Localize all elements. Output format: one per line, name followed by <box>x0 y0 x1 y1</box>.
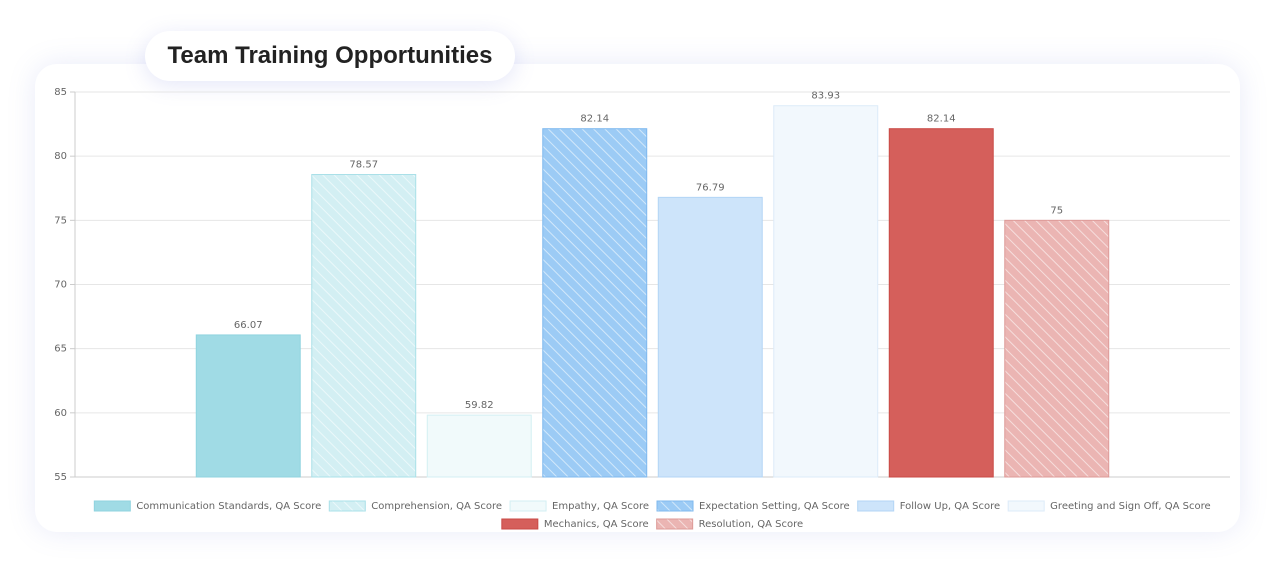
legend-swatch <box>509 500 547 512</box>
value-label: 66.07 <box>234 320 263 331</box>
legend-swatch <box>93 500 131 512</box>
bar <box>542 128 648 478</box>
legend-label: Greeting and Sign Off, QA Score <box>1050 501 1211 512</box>
bar <box>311 174 417 478</box>
legend-item: Empathy, QA Score <box>509 500 649 512</box>
y-tick-label: 55 <box>54 472 67 483</box>
bar <box>773 105 879 478</box>
y-tick-label: 85 <box>54 87 67 98</box>
legend-swatch <box>857 500 895 512</box>
bar <box>195 334 301 478</box>
legend-swatch <box>1007 500 1045 512</box>
legend-item: Resolution, QA Score <box>656 518 804 530</box>
value-label: 82.14 <box>580 114 609 125</box>
y-tick-label: 65 <box>54 344 67 355</box>
bar <box>888 128 994 478</box>
value-label: 76.79 <box>696 182 725 193</box>
bar <box>1004 219 1110 478</box>
legend-swatch <box>656 518 694 530</box>
legend-item: Greeting and Sign Off, QA Score <box>1007 500 1211 512</box>
legend-label: Expectation Setting, QA Score <box>699 501 850 512</box>
legend-item: Mechanics, QA Score <box>501 518 649 530</box>
y-tick-label: 70 <box>54 280 67 291</box>
value-label: 59.82 <box>465 400 494 411</box>
legend-item: Follow Up, QA Score <box>857 500 1000 512</box>
chart-title: Team Training Opportunities <box>145 31 515 81</box>
legend-label: Communication Standards, QA Score <box>136 501 321 512</box>
value-label: 82.14 <box>927 114 956 125</box>
bar <box>657 196 763 478</box>
y-tick-label: 60 <box>54 408 67 419</box>
y-tick-label: 75 <box>54 215 67 226</box>
legend-label: Follow Up, QA Score <box>900 501 1000 512</box>
legend-label: Comprehension, QA Score <box>371 501 502 512</box>
value-label: 83.93 <box>811 91 840 102</box>
bar <box>426 414 532 478</box>
legend-item: Expectation Setting, QA Score <box>656 500 850 512</box>
legend-label: Mechanics, QA Score <box>544 519 649 530</box>
value-label: 75 <box>1050 205 1063 216</box>
legend-swatch <box>501 518 539 530</box>
value-label: 78.57 <box>349 160 378 171</box>
legend-label: Resolution, QA Score <box>699 519 804 530</box>
legend-swatch <box>328 500 366 512</box>
y-tick-label: 80 <box>54 151 67 162</box>
legend-item: Comprehension, QA Score <box>328 500 502 512</box>
legend-swatch <box>656 500 694 512</box>
legend-item: Communication Standards, QA Score <box>93 500 321 512</box>
legend-label: Empathy, QA Score <box>552 501 649 512</box>
